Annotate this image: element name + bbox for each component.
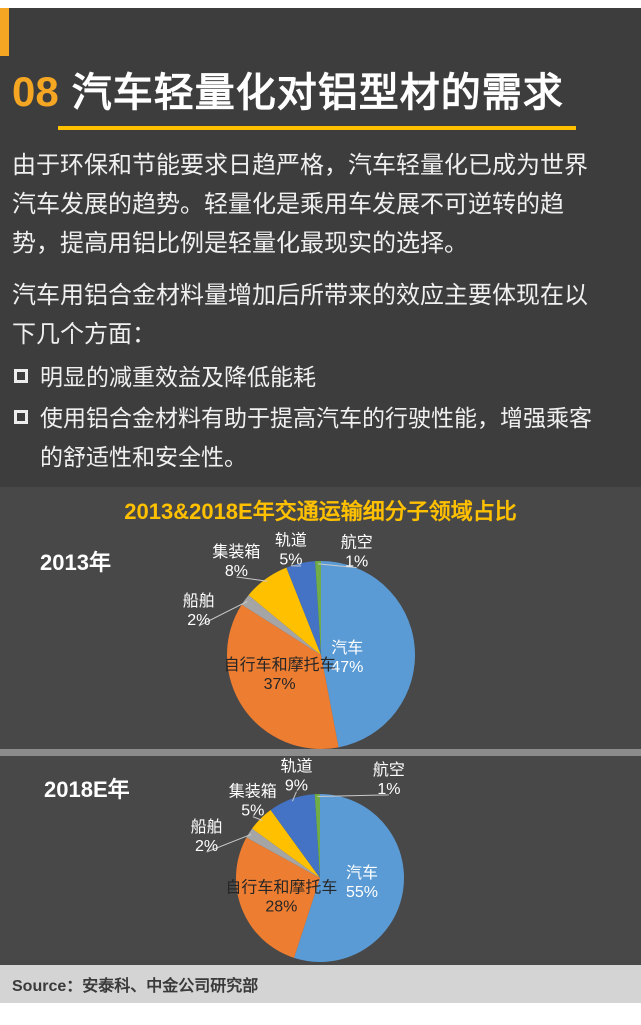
pie-label-自行车和摩托车: 自行车和摩托车 28% [225,878,337,915]
pie-slice-自行车和摩托车 [236,837,320,958]
pie-label-轨道: 轨道 5% [275,532,307,569]
pie-slice-集装箱 [252,810,320,878]
pie-label-航空: 航空 1% [373,761,405,798]
pie-label-集装箱: 集装箱 8% [212,543,260,580]
source-text: Source：安泰科、中金公司研究部 [12,978,259,995]
pie-slice-航空 [315,561,321,655]
chart-title: 2013&2018E年交通运输细分子领域占比 [124,499,517,524]
effects-paragraph: 汽车用铝合金材料量增加后所带来的效应主要体现在以下几个方面： [12,282,588,348]
pie-label-汽车: 汽车 55% [346,864,378,901]
panel-divider [0,749,641,756]
intro-paragraph: 由于环保和节能要求日趋严格，汽车轻量化已成为世界汽车发展的趋势。轻量化是乘用车发… [12,152,588,257]
pie-chart-2018: 汽车 55% 自行车和摩托车 28%船舶 2%集装箱 5%轨道 9% 航空 1% [191,758,405,962]
pie-slice-自行车和摩托车 [227,604,339,749]
pie-label-航空: 航空 1% [341,534,373,571]
chart-panel-2018: 2018E年 汽车 55% 自行车和摩托车 28% 船舶 2% 集装箱 5% 轨道 9% 航空 1% [0,756,641,965]
pie-label-集装箱: 集装箱 5% [229,783,277,820]
pie-label-汽车: 汽车 47% [331,639,363,676]
bullet-item: 明显的减重效益及降低能耗 [12,358,600,397]
pie-label-自行车和摩托车: 自行车和摩托车 37% [224,656,336,693]
pie-slice-轨道 [286,561,321,655]
pie-label-船舶: 船舶 2% [183,592,215,629]
pie-chart-2013: 汽车 47%自行车和摩托车 37% 船舶 2% 集装箱 8% 轨道 5% 航空 1% [183,532,415,749]
pie-slice-航空 [314,794,320,878]
pie-slice-船舶 [241,595,321,655]
bullet-square-icon [14,410,28,424]
label-leader-line [291,791,297,802]
year-label-2018: 2018E年 [44,777,130,802]
bullet-list: 明显的减重效益及降低能耗 使用铝合金材料有助于提高汽车的行驶性能，增强乘客的舒适… [12,358,600,479]
label-leader-line [252,816,263,821]
year-label-2013: 2013年 [40,550,111,575]
page-title: 汽车轻量化对铝型材的需求 [71,71,564,115]
title-underline [58,126,576,130]
bullet-text: 使用铝合金材料有助于提高汽车的行驶性能，增强乘客的舒适性和安全性。 [40,405,592,470]
top-strip [0,0,641,8]
bullet-text: 明显的减重效益及降低能耗 [40,364,316,390]
bullet-item: 使用铝合金材料有助于提高汽车的行驶性能，增强乘客的舒适性和安全性。 [12,399,600,477]
pie-label-轨道: 轨道 9% [280,758,312,795]
accent-bar [0,8,9,56]
label-leader-line [236,576,268,582]
bottom-strip [0,1003,641,1025]
label-leader-line [206,833,252,853]
bullet-square-icon [14,369,28,383]
pie-slice-集装箱 [248,567,321,655]
pie-slice-汽车 [294,794,404,962]
label-leader-line [198,600,248,627]
chart-section: 2013&2018E年交通运输细分子领域占比 2013年 汽车 47% 自行车和摩托… [0,487,641,965]
pie-label-船舶: 船舶 2% [191,818,223,855]
label-leader-line [318,563,357,569]
label-leader-line [317,794,389,798]
pie-slice-轨道 [270,794,320,878]
chart-panel-2013: 2013年 汽车 47% 自行车和摩托车 37% 船舶 2% 集装箱 8% 轨道 5% 航空 1% [0,515,641,749]
source-bar: Source：安泰科、中金公司研究部 [0,965,641,1003]
pie-slice-船舶 [246,828,320,878]
page-number: 08 [12,68,59,115]
pie-slice-汽车 [321,561,415,748]
header: 08 汽车轻量化对铝型材的需求 [12,60,564,118]
